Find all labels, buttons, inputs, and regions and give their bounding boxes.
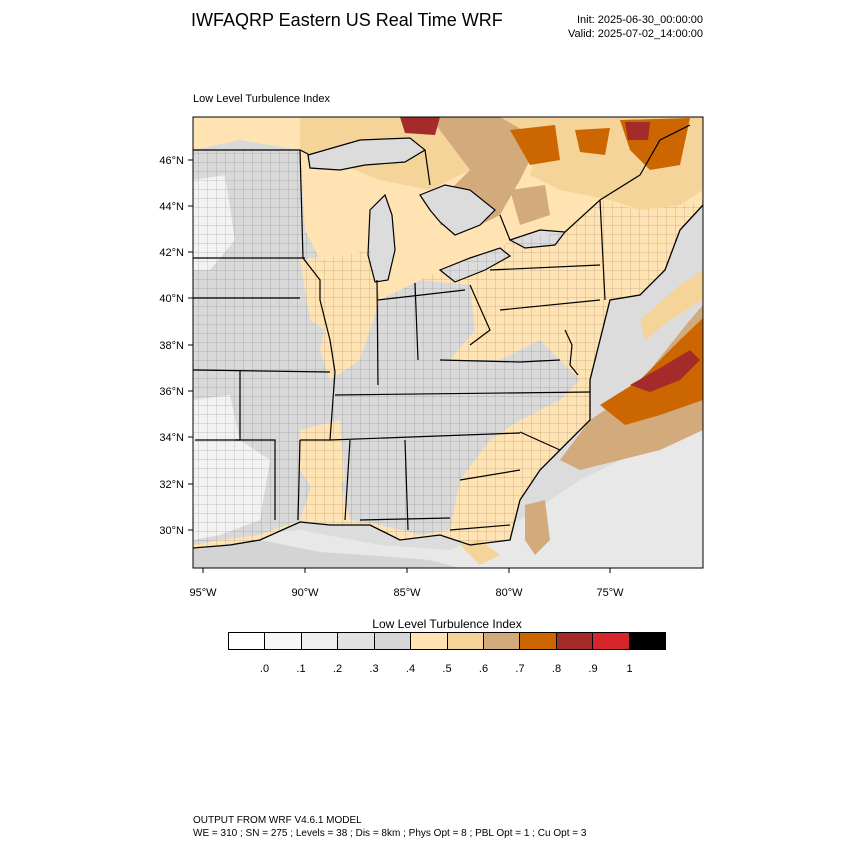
colorbar-tick-label: .8	[551, 663, 562, 675]
canada-orange-1	[510, 125, 560, 165]
colorbar	[228, 632, 666, 650]
lat-label: 32°N	[159, 479, 184, 491]
atlantic-brown	[560, 305, 703, 470]
colorbar-tick-label: .4	[405, 663, 416, 675]
lat-label: 40°N	[159, 293, 184, 305]
colorbar-tick-label: .7	[515, 663, 525, 675]
lake-huron	[419, 184, 496, 236]
atlantic-brown-south	[525, 500, 550, 555]
canada-red-1	[625, 122, 650, 140]
colorbar-tick-label: .3	[369, 663, 379, 675]
gulf-tan-patch	[460, 540, 500, 565]
map-frame	[192, 116, 704, 569]
chart-title: IWFAQRP Eastern US Real Time WRF	[191, 10, 503, 30]
init-time: Init: 2025-06-30_00:00:00	[577, 14, 703, 26]
colorbar-tick-label: .6	[478, 663, 489, 675]
colorbar-segment	[374, 633, 412, 649]
canada-border	[193, 124, 691, 241]
latitude-axis: 46°N 44°N 42°N 40°N 38°N 36°N 34°N 32°N …	[159, 155, 193, 537]
longitude-axis: 95°W 90°W 85°W 80°W 75°W	[189, 568, 624, 599]
lat-label: 38°N	[159, 340, 184, 352]
lat-label: 36°N	[159, 386, 184, 398]
lon-label: 90°W	[291, 587, 319, 599]
gulf-atlantic-water	[193, 420, 703, 568]
colorbar-segment	[556, 633, 594, 649]
state-boundaries	[193, 149, 606, 531]
chesapeake-bay	[564, 329, 579, 376]
lat-label: 34°N	[159, 432, 184, 444]
colorbar-segment	[411, 633, 448, 649]
turbulence-map: 46°N 44°N 42°N 40°N 38°N 36°N 34°N 32°N …	[159, 116, 704, 599]
colorbar-tick-label: .0	[259, 663, 270, 675]
coastline	[193, 204, 703, 549]
colorbar-segment	[301, 633, 339, 649]
lat-label: 30°N	[159, 525, 184, 537]
lat-label: 42°N	[159, 247, 184, 259]
colorbar-segment	[593, 633, 630, 649]
colorbar-segment	[520, 633, 557, 649]
colorbar-tick-label: .2	[332, 663, 343, 675]
lon-label: 80°W	[495, 587, 523, 599]
colorbar-segment	[229, 633, 266, 649]
map-field	[193, 117, 703, 568]
lat-label: 46°N	[159, 155, 184, 167]
colorbar-title: Low Level Turbulence Index	[372, 617, 522, 631]
colorbar-segment	[483, 633, 521, 649]
canada-orange-2	[575, 128, 610, 155]
valid-time: Valid: 2025-07-02_14:00:00	[568, 28, 703, 40]
panel-title: Low Level Turbulence Index	[193, 93, 330, 105]
atlantic-tan	[640, 270, 703, 340]
lat-label: 44°N	[159, 201, 184, 213]
colorbar-segment	[447, 633, 484, 649]
lon-label: 75°W	[596, 587, 624, 599]
colorbar-tick-label: .1	[296, 663, 306, 675]
colorbar-tick-label: 1	[626, 663, 633, 675]
colorbar-segment	[338, 633, 375, 649]
colorbar-segment	[265, 633, 302, 649]
atlantic-red	[630, 350, 700, 392]
colorbar-tick-label: .9	[588, 663, 598, 675]
county-boundaries	[193, 150, 703, 550]
canada-red-2	[400, 117, 440, 135]
colorbar-segment	[629, 633, 666, 649]
lon-label: 85°W	[393, 587, 421, 599]
canada-brown-2	[510, 185, 550, 225]
lon-label: 95°W	[189, 587, 217, 599]
lake-superior	[307, 137, 427, 171]
footer-config: WE = 310 ; SN = 275 ; Levels = 38 ; Dis …	[193, 828, 587, 839]
atlantic-orange	[600, 318, 703, 425]
colorbar-tick-label: .5	[442, 663, 452, 675]
footer-model: OUTPUT FROM WRF V4.6.1 MODEL	[193, 815, 362, 826]
gulf-water	[193, 540, 460, 568]
